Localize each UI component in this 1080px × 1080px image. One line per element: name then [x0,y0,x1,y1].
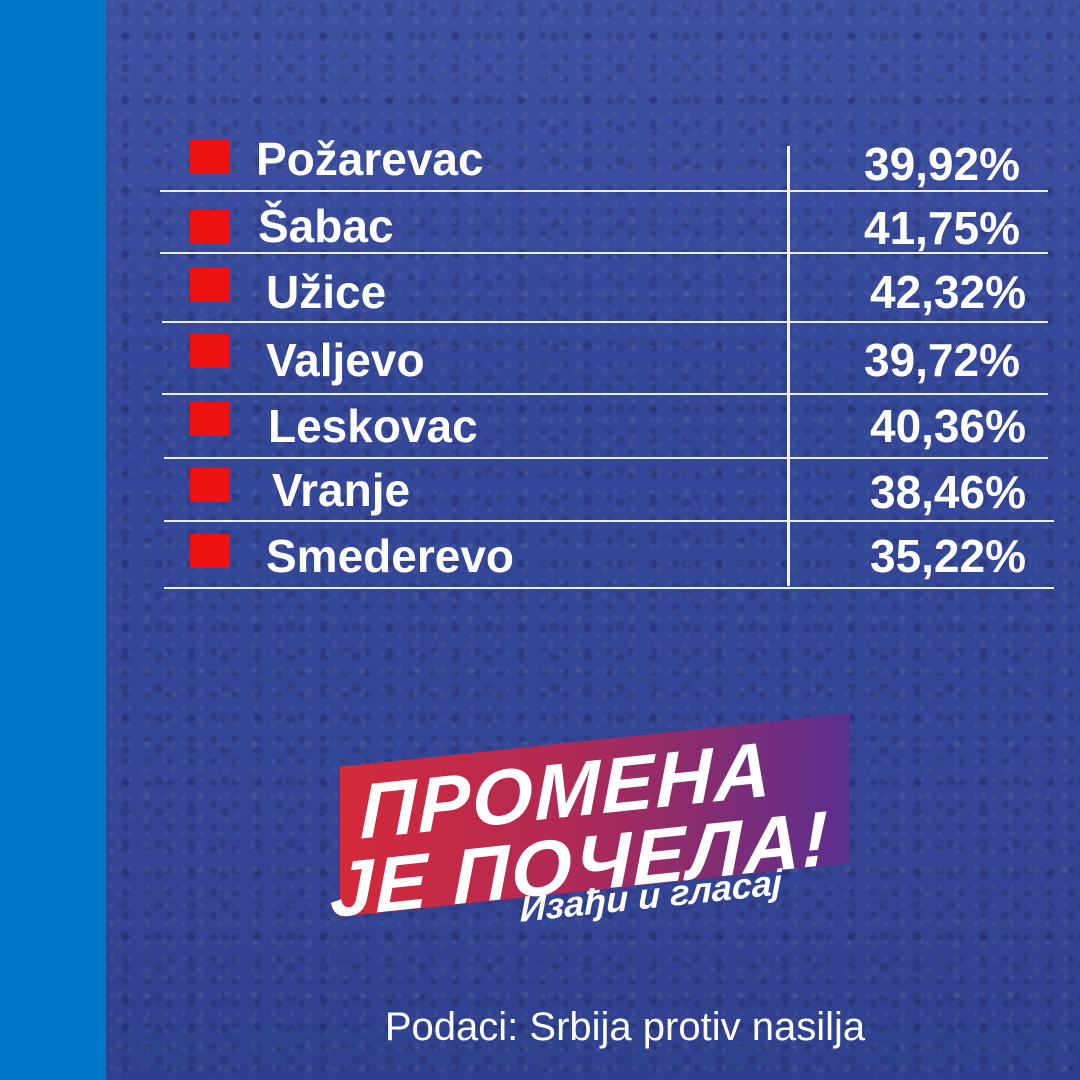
city-name: Šabac [258,200,394,252]
source-caption: Podaci: Srbija protiv nasilja [384,1005,866,1049]
column-divider [787,146,790,586]
row-separator [160,190,1048,192]
red-square-marker [190,140,230,174]
city-name: Vranje [272,464,411,516]
city-name: Smederevo [266,530,515,582]
percent-value: 40,36% [869,400,1026,452]
row-separator [164,587,1054,589]
percent-value: 38,46% [869,466,1026,518]
percent-value: 35,22% [869,530,1026,582]
red-square-marker [190,334,230,368]
percent-value: 39,92% [863,138,1020,190]
row-separator [162,321,1048,323]
red-square-marker [190,268,230,302]
city-name: Požarevac [256,133,484,185]
left-blue-stripe [0,0,106,1080]
percent-value: 41,75% [863,202,1020,254]
red-square-marker [190,468,230,502]
city-name: Leskovac [268,400,478,452]
percent-value: 42,32% [869,266,1026,318]
red-square-marker [190,534,230,568]
red-square-marker [190,402,230,436]
row-separator [160,252,1048,254]
city-name: Užice [266,266,387,318]
red-square-marker [190,210,230,244]
row-separator [162,393,1048,395]
percent-value: 39,72% [863,334,1020,386]
row-separator [164,457,1048,459]
row-separator [164,520,1054,522]
city-name: Valjevo [266,334,425,386]
campaign-logo: ПРОМЕНА ЈЕ ПОЧЕЛА! Изађи и гласај [330,700,870,934]
